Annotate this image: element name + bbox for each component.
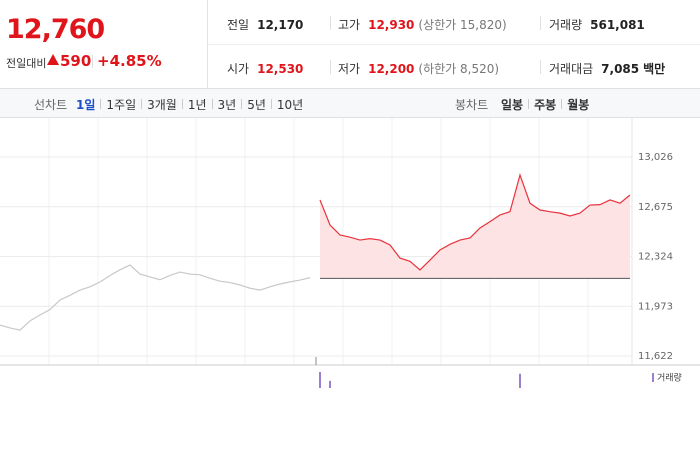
tab-heading: 선차트 [34, 98, 68, 112]
y-tick-label: 12,675 [638, 202, 673, 213]
tab[interactable]: 월봉 [567, 98, 590, 112]
stat-item: 고가 12,930 (상한가 15,820) [338, 16, 507, 33]
stat-label: 저가 [338, 62, 361, 76]
change-rate: +4.85% [97, 52, 162, 70]
tab[interactable]: 5년 [247, 98, 266, 112]
stat-label: 시가 [227, 62, 250, 76]
stat-item: 전일 12,170 [227, 16, 303, 33]
volume-bar [329, 380, 331, 388]
y-tick-label: 11,622 [638, 351, 673, 362]
stat-value: 7,085 [601, 62, 640, 76]
price: 12,760 [6, 14, 105, 45]
stat-value: 12,170 [257, 18, 304, 32]
separator [528, 99, 530, 109]
stat-label: 고가 [338, 18, 361, 32]
stat-value: 561,081 [590, 18, 645, 32]
tab[interactable]: 1일 [76, 98, 96, 112]
legend-swatch [652, 373, 654, 382]
y-tick-label: 11,973 [638, 301, 673, 312]
chart: 13,026 12,675 12,324 11,973 11,622 거래량 [0, 118, 700, 388]
tab[interactable]: 10년 [276, 98, 304, 112]
tab-bar: 선차트 1일 1주일 3개월 1년 3년 5년 10년 봉차트 일봉 주봉 월봉 [0, 88, 700, 118]
stats-panel: 전일 12,170 고가 12,930 (상한가 15,820) 거래량 561,081 시가… [208, 0, 700, 88]
separator [92, 55, 93, 68]
stat-note: (하한가 8,520) [418, 62, 500, 76]
separator [181, 99, 183, 109]
separator [100, 99, 102, 109]
tab[interactable]: 주봉 [534, 98, 557, 112]
tab-heading: 봉차트 [455, 98, 489, 112]
stat-label: 거래량 [549, 18, 583, 32]
up-arrow [47, 54, 59, 65]
separator [241, 99, 243, 109]
volume-bar [519, 373, 521, 388]
separator [330, 16, 331, 30]
separator [540, 60, 541, 74]
price-line [0, 264, 311, 331]
stat-item: 거래대금 7,085 백만 [549, 60, 665, 77]
divider [208, 44, 700, 45]
stat-value: 12,930 [368, 18, 415, 32]
tab[interactable]: 1년 [187, 98, 207, 112]
tab[interactable]: 3년 [217, 98, 237, 112]
stat-item: 시가 12,530 [227, 60, 303, 77]
separator [141, 99, 143, 109]
quote-panel: 12,760 전일대비 590 +4.85% [0, 0, 208, 88]
separator [211, 99, 213, 109]
stat-item: 거래량 561,081 [549, 16, 645, 33]
separator [270, 99, 272, 109]
stat-label: 거래대금 [549, 62, 594, 76]
change: 590 [60, 52, 92, 70]
stat-value: 12,530 [257, 62, 304, 76]
area-fill [320, 175, 630, 279]
stat-value: 12,200 [368, 62, 415, 76]
tab[interactable]: 1주일 [106, 98, 137, 112]
y-tick-label: 12,324 [638, 252, 673, 263]
separator [540, 16, 541, 30]
change-label: 전일대비 [6, 57, 47, 70]
stat-unit: 백만 [643, 62, 666, 76]
stat-label: 전일 [227, 18, 250, 32]
y-tick-label: 13,026 [638, 152, 673, 163]
price-line [319, 172, 631, 271]
separator [330, 60, 331, 74]
tab[interactable]: 3개월 [147, 98, 177, 112]
stat-note: (상한가 15,820) [418, 18, 507, 32]
separator [561, 99, 563, 109]
stat-item: 저가 12,200 (하한가 8,520) [338, 60, 499, 77]
tab[interactable]: 일봉 [501, 98, 524, 112]
legend-label: 거래량 [657, 372, 682, 384]
volume-bar [319, 372, 321, 388]
